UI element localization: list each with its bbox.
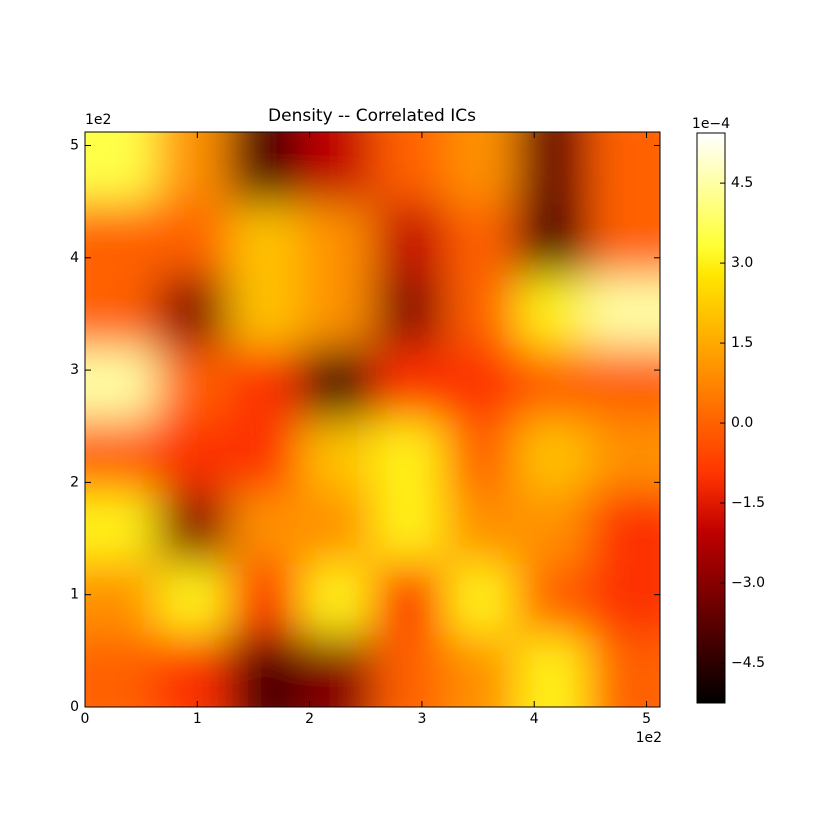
heatmap-cell <box>516 347 589 420</box>
heatmap-cell <box>516 635 589 707</box>
heatmap-cell <box>228 491 301 564</box>
heatmap-cell <box>156 132 229 204</box>
heatmap-cell <box>85 635 157 707</box>
heatmap-cell <box>372 491 445 564</box>
heatmap-cell <box>444 563 517 636</box>
heatmap-cell <box>85 203 157 276</box>
heatmap-cell <box>444 419 517 492</box>
heatmap-cell <box>300 491 373 564</box>
heatmap-cell <box>372 419 445 492</box>
heatmap-cell <box>156 203 229 276</box>
colorbar-tick-label: 4.5 <box>731 175 753 191</box>
y-offset-label: 1e2 <box>85 112 111 128</box>
heatmap-cell <box>588 563 660 636</box>
y-tick-label: 4 <box>70 250 79 266</box>
plot-frame <box>84 131 661 708</box>
heatmap-cell <box>588 132 660 204</box>
colorbar-tick-label: −3.0 <box>731 575 765 591</box>
heatmap-cell <box>300 203 373 276</box>
heatmap-cell <box>372 347 445 420</box>
heatmap-cell <box>228 275 301 348</box>
heatmap-cell <box>372 203 445 276</box>
heatmap-cell <box>85 347 157 420</box>
heatmap-cell <box>444 275 517 348</box>
colorbar-tick-label: 0.0 <box>731 415 753 431</box>
heatmap-cell <box>444 132 517 204</box>
heatmap-cell <box>156 635 229 707</box>
heatmap-cell <box>156 347 229 420</box>
heatmap-cell <box>516 491 589 564</box>
heatmap-cell <box>300 563 373 636</box>
heatmap-cell <box>300 132 373 204</box>
heatmap-cell <box>372 635 445 707</box>
heatmap-cell <box>228 132 301 204</box>
heatmap-cell <box>516 132 589 204</box>
heatmap-cell <box>444 203 517 276</box>
heatmap-cell <box>228 203 301 276</box>
colorbar <box>696 132 726 704</box>
heatmap-cell <box>516 563 589 636</box>
chart-title: Density -- Correlated ICs <box>268 106 476 126</box>
heatmap-cell <box>228 563 301 636</box>
heatmap-cell <box>444 635 517 707</box>
heatmap-cell <box>156 491 229 564</box>
heatmap-cell <box>516 419 589 492</box>
heatmap-cell <box>588 419 660 492</box>
heatmap-cell <box>85 563 157 636</box>
heatmap-cell <box>228 347 301 420</box>
heatmap-cell <box>85 491 157 564</box>
heatmap-cell <box>444 491 517 564</box>
heatmap-cell <box>372 563 445 636</box>
heatmap <box>85 132 660 707</box>
colorbar-tick-label: 3.0 <box>731 255 753 271</box>
heatmap-cell <box>588 347 660 420</box>
y-tick-label: 3 <box>70 362 79 378</box>
y-tick-label: 2 <box>70 474 79 490</box>
x-tick-label: 1 <box>193 711 202 727</box>
heatmap-cell <box>300 275 373 348</box>
x-tick-label: 2 <box>305 711 314 727</box>
heatmap-cell <box>372 275 445 348</box>
heatmap-cell <box>300 635 373 707</box>
heatmap-cell <box>300 347 373 420</box>
y-tick-label: 5 <box>70 137 79 153</box>
x-tick-label: 0 <box>81 711 90 727</box>
heatmap-cell <box>588 635 660 707</box>
colorbar-tick-label: −1.5 <box>731 495 765 511</box>
heatmap-cell <box>588 203 660 276</box>
heatmap-cell <box>228 635 301 707</box>
x-tick-label: 5 <box>642 711 651 727</box>
heatmap-cell <box>372 132 445 204</box>
heatmap-cell <box>588 491 660 564</box>
colorbar-offset-label: 1e−4 <box>692 116 730 132</box>
x-offset-label: 1e2 <box>636 730 662 746</box>
heatmap-cell <box>85 275 157 348</box>
heatmap-cell <box>516 203 589 276</box>
heatmap-cell <box>300 419 373 492</box>
heatmap-cell <box>156 419 229 492</box>
heatmap-cell <box>588 275 660 348</box>
colorbar-tick-label: −4.5 <box>731 655 765 671</box>
heatmap-cell <box>85 132 157 204</box>
heatmap-cell <box>444 347 517 420</box>
heatmap-cell <box>156 563 229 636</box>
heatmap-cell <box>516 275 589 348</box>
colorbar-tick-label: 1.5 <box>731 335 753 351</box>
x-tick-label: 3 <box>417 711 426 727</box>
x-tick-label: 4 <box>530 711 539 727</box>
heatmap-cell <box>85 419 157 492</box>
y-tick-label: 1 <box>70 587 79 603</box>
heatmap-cell <box>156 275 229 348</box>
heatmap-cell <box>228 419 301 492</box>
y-tick-label: 0 <box>70 699 79 715</box>
